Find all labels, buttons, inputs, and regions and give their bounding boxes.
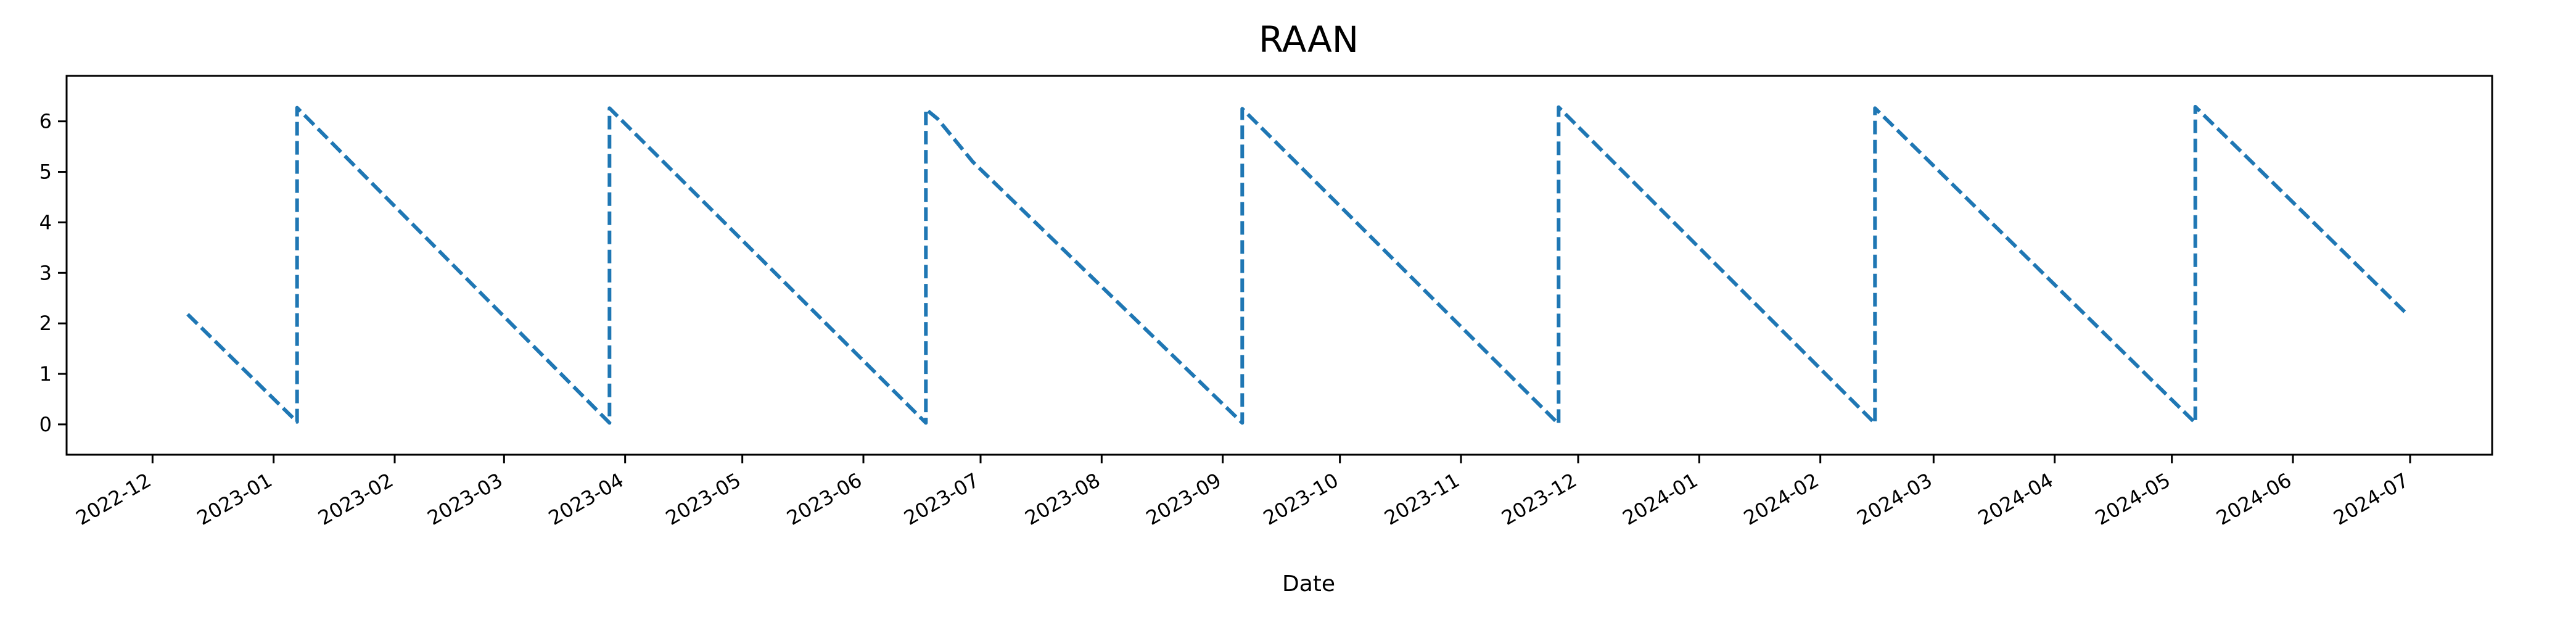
x-tick-label: 2023-08 xyxy=(1021,468,1105,530)
x-tick-label: 2024-01 xyxy=(1619,468,1702,530)
series-line-0 xyxy=(186,104,2408,426)
x-tick-label: 2023-02 xyxy=(314,468,397,530)
y-tick-label: 1 xyxy=(39,362,52,386)
x-tick-label: 2023-12 xyxy=(1497,468,1581,530)
x-tick-label: 2024-05 xyxy=(2091,468,2175,530)
x-axis-label: Date xyxy=(1282,571,1335,597)
x-tick-label: 2022-12 xyxy=(72,468,155,530)
x-tick-label: 2023-01 xyxy=(193,468,276,530)
x-tick-label: 2023-04 xyxy=(545,468,628,530)
x-tick-label: 2023-11 xyxy=(1380,468,1463,530)
x-axis: 2022-12 2023-01 2023-02 2023-03 2023-04 2023-… xyxy=(72,455,2413,530)
x-tick-label: 2024-07 xyxy=(2329,468,2413,530)
x-tick-label: 2023-09 xyxy=(1142,468,1225,530)
chart-title: RAAN xyxy=(1259,19,1359,60)
y-tick-label: 2 xyxy=(39,312,52,335)
x-tick-label: 2024-04 xyxy=(1974,468,2057,530)
y-tick-label: 0 xyxy=(39,413,52,436)
x-tick-label: 2023-10 xyxy=(1259,468,1343,530)
x-tick-label: 2023-03 xyxy=(424,468,507,530)
plot-frame xyxy=(65,75,2493,456)
x-tick-label: 2023-07 xyxy=(900,468,983,530)
y-tick-label: 3 xyxy=(39,261,52,284)
y-axis: 0 1 2 3 4 5 6 xyxy=(39,110,67,436)
plot-area xyxy=(186,104,2408,426)
x-tick-label: 2024-02 xyxy=(1740,468,1823,530)
y-tick-label: 6 xyxy=(39,110,52,133)
x-tick-label: 2023-05 xyxy=(662,468,745,530)
x-tick-label: 2024-03 xyxy=(1853,468,1936,530)
y-tick-label: 5 xyxy=(39,160,52,184)
x-tick-label: 2024-06 xyxy=(2212,468,2295,530)
y-tick-label: 4 xyxy=(39,210,52,234)
x-tick-label: 2023-06 xyxy=(783,468,866,530)
